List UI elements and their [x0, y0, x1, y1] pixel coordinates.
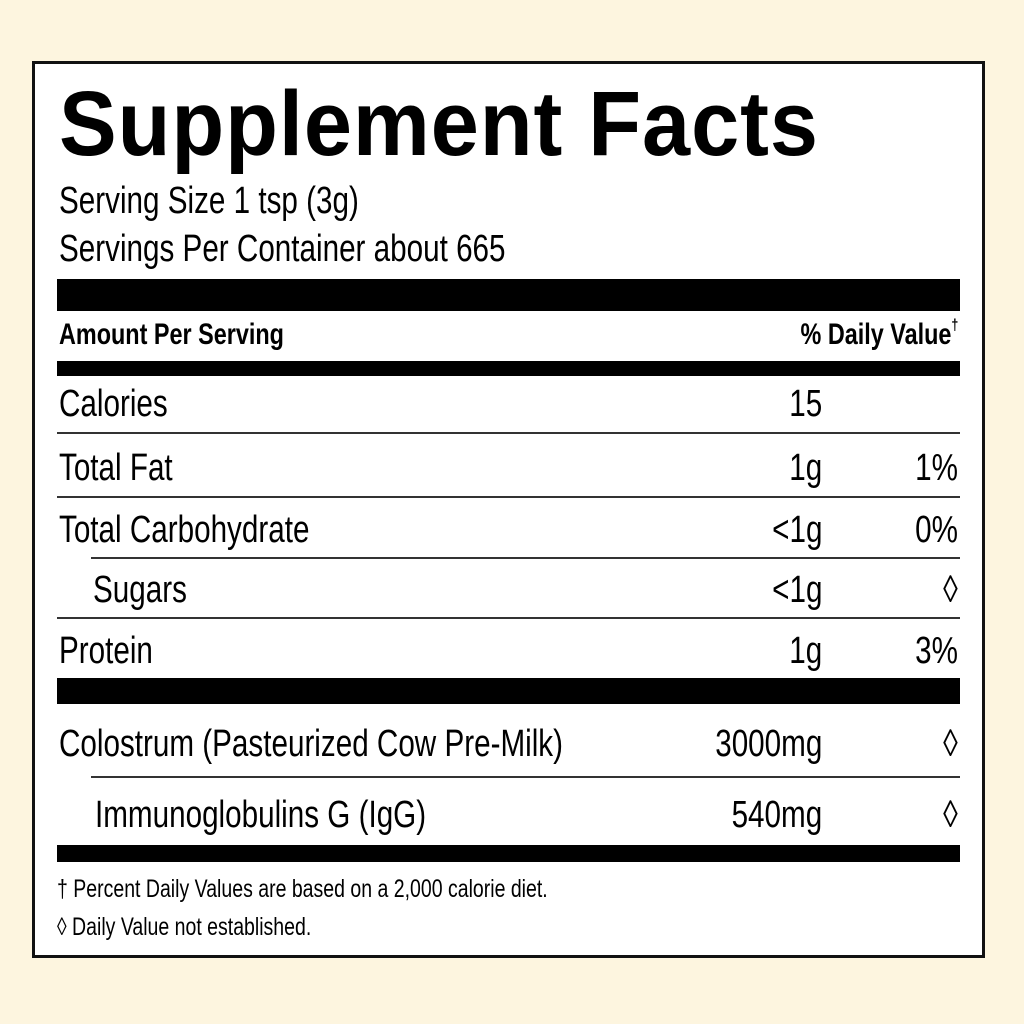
row-protein-amount: 1g [780, 632, 822, 670]
nutrient-dv: 0% [915, 509, 958, 551]
row-igg-amount: 540mg [706, 796, 822, 834]
daily-value-label: % Daily Value† [756, 317, 958, 351]
row-divider [57, 617, 960, 619]
medium-divider [57, 361, 960, 376]
medium-divider [57, 845, 960, 862]
nutrient-amount: <1g [771, 569, 822, 611]
supplement-facts-panel: Supplement Facts Serving Size 1 tsp (3g)… [32, 61, 985, 958]
dv-label-text: % Daily Value [800, 318, 952, 351]
title-text: Supplement Facts [59, 73, 819, 175]
nutrient-dv: 3% [915, 630, 958, 672]
row-total-fat-name: Total Fat [59, 449, 205, 487]
row-sugars-dv: ◊ [939, 571, 958, 609]
footnote-text: ◊ Daily Value not established. [57, 913, 312, 941]
nutrient-name: Protein [59, 630, 153, 672]
nutrient-name: Sugars [93, 569, 187, 611]
row-igg-dv: ◊ [939, 796, 958, 834]
row-sugars-amount: <1g [758, 571, 822, 609]
row-total-carbohydrate-dv: 0% [903, 511, 958, 549]
row-total-fat-amount: 1g [780, 449, 822, 487]
nutrient-amount: 1g [789, 447, 822, 489]
amount-per-serving-label: Amount Per Serving [59, 320, 347, 350]
diamond-icon: ◊ [943, 794, 958, 836]
footnote-daily-values: † Percent Daily Values are based on a 2,… [57, 877, 686, 902]
row-total-carbohydrate-amount: <1g [758, 511, 822, 549]
row-divider [57, 496, 960, 498]
row-colostrum-dv: ◊ [939, 725, 958, 763]
ingredient-amount: 3000mg [714, 723, 822, 765]
diamond-icon: ◊ [943, 569, 958, 611]
nutrient-name: Calories [59, 383, 168, 425]
row-igg-name: Immunoglobulins G (IgG) [95, 796, 520, 834]
row-calories-amount: 15 [780, 385, 822, 423]
servings-per-container-text: Servings Per Container about 665 [59, 228, 506, 270]
ingredient-amount: 540mg [731, 794, 822, 836]
thick-divider [57, 279, 960, 311]
ingredient-name: Colostrum (Pasteurized Cow Pre-Milk) [59, 723, 564, 765]
row-colostrum-name: Colostrum (Pasteurized Cow Pre-Milk) [59, 725, 705, 763]
footnote-not-established: ◊ Daily Value not established. [57, 915, 383, 940]
servings-per-container: Servings Per Container about 665 [59, 230, 631, 268]
panel-title: Supplement Facts [59, 78, 867, 170]
row-divider [91, 557, 960, 559]
row-sugars-name: Sugars [93, 571, 213, 609]
row-total-fat-dv: 1% [903, 449, 958, 487]
row-divider [57, 432, 960, 434]
nutrient-amount: 15 [789, 383, 822, 425]
thick-divider [57, 678, 960, 704]
dagger-mark: † [951, 317, 958, 334]
row-protein-name: Protein [59, 632, 179, 670]
row-calories-name: Calories [59, 385, 198, 423]
serving-size: Serving Size 1 tsp (3g) [59, 182, 443, 220]
nutrient-name: Total Carbohydrate [59, 509, 310, 551]
nutrient-amount: <1g [771, 509, 822, 551]
serving-size-text: Serving Size 1 tsp (3g) [59, 180, 359, 222]
row-colostrum-amount: 3000mg [685, 725, 822, 763]
nutrient-dv: 1% [915, 447, 958, 489]
nutrient-name: Total Fat [59, 447, 173, 489]
row-total-carbohydrate-name: Total Carbohydrate [59, 511, 380, 549]
footnote-text: † Percent Daily Values are based on a 2,… [57, 875, 548, 903]
row-protein-dv: 3% [903, 632, 958, 670]
ingredient-name: Immunoglobulins G (IgG) [95, 794, 427, 836]
nutrient-amount: 1g [789, 630, 822, 672]
diamond-icon: ◊ [943, 723, 958, 765]
row-divider [91, 776, 960, 778]
amount-label-text: Amount Per Serving [59, 318, 284, 351]
